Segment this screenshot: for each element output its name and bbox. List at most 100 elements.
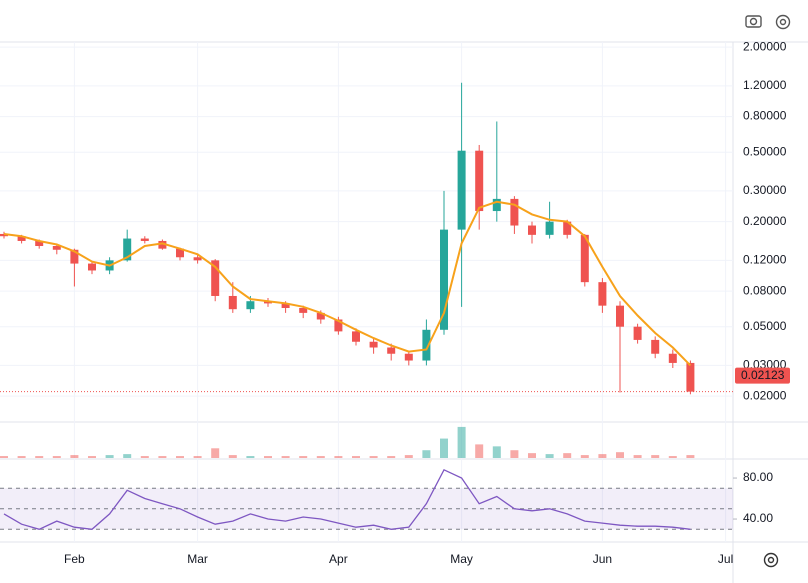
volume-bar bbox=[651, 455, 660, 458]
volume-bar bbox=[35, 456, 44, 458]
candle-body bbox=[651, 339, 660, 354]
candle-body bbox=[334, 319, 343, 332]
volume-bar bbox=[158, 456, 167, 458]
y-tick-label: 0.80000 bbox=[743, 109, 787, 123]
moving-average bbox=[3, 200, 692, 367]
x-tick-label: Feb bbox=[64, 552, 85, 566]
rsi-band bbox=[0, 488, 733, 530]
last-price-label: 0.02123 bbox=[741, 368, 785, 382]
volume-bar bbox=[316, 456, 325, 458]
volume-bar bbox=[246, 456, 255, 458]
candle-body bbox=[246, 301, 255, 310]
candle-body bbox=[580, 234, 589, 283]
candle-body bbox=[545, 221, 554, 235]
candle-body bbox=[404, 353, 413, 361]
volume-bar bbox=[563, 453, 572, 458]
y-tick-label: 1.20000 bbox=[743, 78, 787, 92]
rsi-line bbox=[3, 468, 691, 530]
volume-bar bbox=[668, 456, 677, 458]
candle-body bbox=[281, 303, 290, 308]
candle-body bbox=[88, 263, 96, 271]
volume-bar bbox=[457, 426, 466, 458]
y-tick-label: 0.20000 bbox=[743, 214, 787, 228]
volume-bar bbox=[352, 456, 360, 458]
volume-bar bbox=[70, 455, 79, 458]
volume-bar bbox=[580, 455, 589, 458]
candle-body bbox=[193, 257, 202, 261]
candle-body bbox=[17, 236, 26, 241]
volume-bar bbox=[440, 438, 448, 458]
rsi-tick-label: 40.00 bbox=[743, 511, 773, 525]
candle-body bbox=[140, 238, 149, 241]
volume-bar bbox=[123, 454, 132, 458]
rsi-tick-label: 80.00 bbox=[743, 470, 773, 484]
candle-body bbox=[510, 198, 519, 226]
volume-bar bbox=[422, 450, 431, 458]
plot-area bbox=[0, 42, 733, 542]
x-tick-label: Jun bbox=[593, 552, 612, 566]
candle-body bbox=[264, 301, 272, 304]
y-tick-label: 2.00000 bbox=[743, 39, 787, 53]
volume-bar bbox=[616, 452, 624, 458]
candle-body bbox=[316, 312, 325, 320]
volume-bar bbox=[105, 455, 114, 458]
volume-bar bbox=[387, 456, 396, 458]
candle-body bbox=[70, 249, 79, 264]
volume-bar bbox=[686, 455, 695, 458]
candle-body bbox=[369, 341, 378, 348]
volume-bar bbox=[52, 456, 61, 458]
candle-body bbox=[422, 329, 431, 361]
x-tick-label: Jul bbox=[718, 552, 733, 566]
candle-body bbox=[158, 240, 167, 249]
candle-body bbox=[35, 240, 44, 247]
axis-settings-icon[interactable] bbox=[763, 552, 779, 568]
candle-body bbox=[475, 150, 484, 212]
candle-body bbox=[616, 305, 624, 327]
volume-bar bbox=[0, 456, 8, 458]
volume-bar bbox=[17, 456, 26, 458]
volume-bar bbox=[299, 456, 308, 458]
volume-bar bbox=[281, 456, 290, 458]
candle-body bbox=[492, 198, 501, 212]
candle-body bbox=[123, 238, 132, 261]
x-tick-label: Apr bbox=[329, 552, 348, 566]
candle-body bbox=[668, 353, 677, 363]
candle-body bbox=[352, 331, 360, 342]
volume-bar bbox=[633, 455, 642, 458]
volume-bar bbox=[510, 450, 519, 458]
volume-bar bbox=[334, 456, 343, 458]
volume-bar bbox=[475, 444, 484, 458]
y-tick-label: 0.02000 bbox=[743, 388, 787, 402]
candle-body bbox=[176, 248, 184, 258]
volume-bar bbox=[264, 456, 272, 458]
candle-body bbox=[440, 229, 448, 330]
volume-bar bbox=[492, 446, 501, 458]
y-tick-label: 0.08000 bbox=[743, 283, 787, 297]
candle-body bbox=[299, 307, 308, 313]
volume-bar bbox=[211, 448, 220, 458]
volume-bar bbox=[404, 455, 413, 458]
candle-body bbox=[228, 295, 237, 310]
volume-bar bbox=[176, 456, 184, 458]
volume-bar bbox=[140, 456, 149, 458]
y-tick-label: 0.30000 bbox=[743, 183, 787, 197]
volume-bar bbox=[193, 456, 202, 458]
camera-icon[interactable] bbox=[745, 15, 762, 28]
candle-body bbox=[563, 221, 572, 235]
volume-bar bbox=[88, 456, 96, 458]
y-tick-label: 0.05000 bbox=[743, 319, 787, 333]
volume-bar bbox=[228, 455, 237, 458]
candle-body bbox=[633, 326, 642, 340]
candle-body bbox=[211, 260, 220, 296]
candle-body bbox=[457, 150, 466, 230]
volume-bar bbox=[598, 454, 607, 458]
candle-body bbox=[598, 282, 607, 306]
settings-icon[interactable] bbox=[775, 14, 791, 30]
candle-body bbox=[0, 233, 8, 237]
candle-body bbox=[52, 246, 61, 250]
candle-body bbox=[387, 347, 396, 354]
candle-body bbox=[686, 362, 695, 392]
y-tick-label: 0.50000 bbox=[743, 144, 787, 158]
volume-bar bbox=[528, 453, 536, 458]
